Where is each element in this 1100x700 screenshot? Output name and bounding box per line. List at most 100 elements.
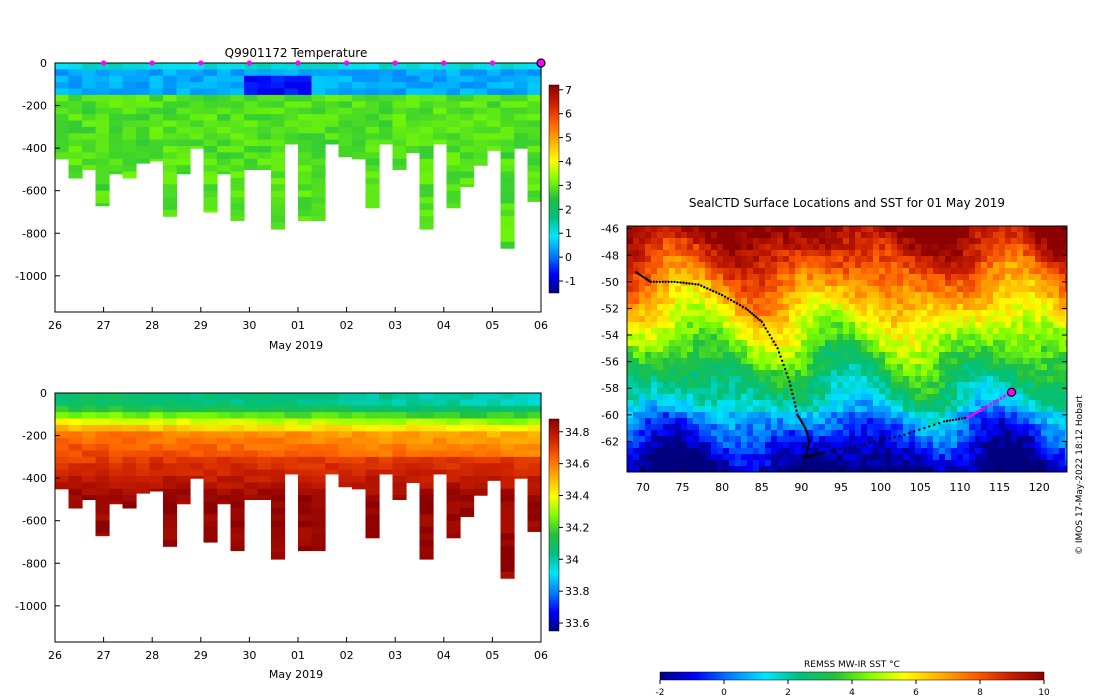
sst-cell [1005,412,1012,419]
section-cell [365,146,380,153]
sst-cell [1047,256,1054,263]
sst-cell [813,466,820,472]
sst-cell [723,328,730,335]
sst-cell [855,334,862,341]
sst-cell [915,448,922,455]
section-cell [460,184,475,188]
sst-cell [975,274,982,281]
section-cell [446,405,461,413]
sst-cell [927,268,934,275]
sst-cell [1029,328,1036,335]
sst-cell [951,382,958,389]
sst-cell [1065,388,1067,395]
sst-cell [999,406,1006,413]
sst-cell [639,268,646,275]
section-cell [325,412,340,420]
temperature-x-ticks: 26 27 28 29 30 01 02 03 04 05 06 [48,307,548,332]
sst-cell [1053,256,1060,263]
sst-cell [891,346,898,353]
section-cell [163,495,178,503]
section-cell [527,399,542,407]
sst-cell [663,382,670,389]
sst-cell [873,448,880,455]
sst-cell [921,460,928,467]
sst-cell [999,334,1006,341]
section-cell [163,418,178,426]
sst-cell [855,238,862,245]
sst-cell [633,268,640,275]
section-cell [55,107,70,115]
sst-cell [987,448,994,455]
sst-cell [753,442,760,449]
sst-cell [813,436,820,443]
section-cell [217,63,232,70]
map-panel: SealCTD Surface Locations and SST for 01… [601,196,1085,698]
sst-cell [663,238,670,245]
section-cell [271,126,286,134]
sst-cell [735,238,742,245]
sst-cell [801,376,808,383]
sst-cell [855,268,862,275]
section-cell [95,399,110,407]
section-cell [203,94,218,102]
section-cell [500,126,515,134]
sst-cell [849,316,856,323]
sst-cell [873,250,880,257]
section-cell [284,412,299,420]
section-cell [271,63,286,70]
sst-cell [645,376,652,383]
track-point [691,282,694,285]
sst-cell [1029,442,1036,449]
section-cell [271,469,286,477]
track-point [744,307,748,310]
sst-cell [1011,310,1018,317]
sst-cell [825,244,832,251]
sst-cell [741,418,748,425]
section-cell [203,177,218,185]
sst-cell [945,376,952,383]
section-cell [352,88,367,96]
sst-cell [669,418,676,425]
sst-cell [975,262,982,269]
section-cell [446,444,461,452]
sst-cell [1005,292,1012,299]
section-cell [406,101,421,109]
sst-cell [675,352,682,359]
sst-cell [825,406,832,413]
sst-cell [681,382,688,389]
track-point [649,280,652,283]
sst-cell [945,454,952,461]
section-cell [352,146,367,153]
section-cell [514,437,529,445]
sst-cell [693,400,700,407]
section-cell [379,463,394,471]
sst-cell [933,256,940,263]
sst-cell [855,250,862,257]
sst-cell [987,454,994,461]
sst-cell [627,352,634,359]
sst-cell [1023,364,1030,371]
sst-cell [819,370,826,377]
sst-cell [711,322,718,329]
sst-cell [939,364,946,371]
sst-cell [1053,274,1060,281]
sst-cell [711,394,718,401]
sst-cell [795,436,802,443]
sst-cell [681,448,688,455]
sst-cell [753,370,760,377]
sst-cell [825,400,832,407]
sst-cell [981,460,988,467]
sst-cell [663,226,670,233]
sst-cell [837,340,844,347]
section-cell [55,69,70,77]
sst-cell [681,376,688,383]
sst-cell [627,424,634,431]
section-cell [406,412,421,420]
sst-cell [951,274,958,281]
sst-cell [669,322,676,329]
sst-cell [789,436,796,443]
sst-cell [639,376,646,383]
sst-cell [633,322,640,329]
sst-cell [681,310,688,317]
track-point [888,437,891,440]
